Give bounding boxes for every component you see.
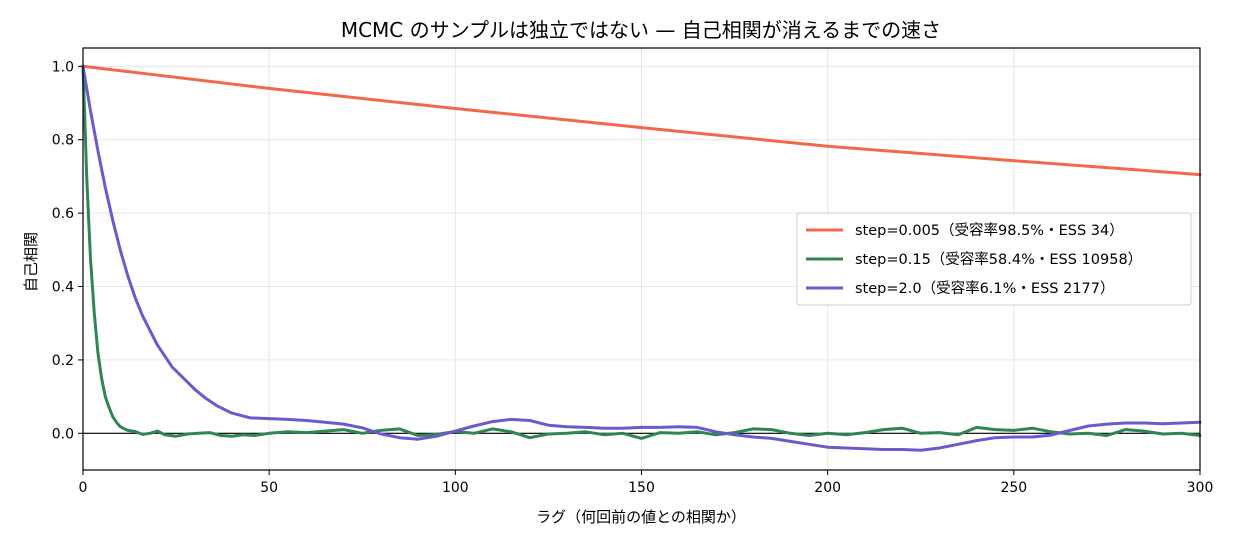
- x-tick-label-1: 50: [260, 480, 278, 496]
- series-line-1: [81, 64, 1202, 440]
- x-tick-label-2: 100: [442, 480, 469, 496]
- y-axis-label: 自己相関: [22, 232, 40, 292]
- series-lines: [81, 64, 1202, 452]
- y-tick-label-2: 0.4: [52, 280, 74, 296]
- legend-entry-0: step=0.005（受容率98.5%・ESS 34）: [855, 222, 1124, 239]
- x-axis-label: ラグ（何回前の値との相関か）: [536, 508, 746, 526]
- legend-entry-1: step=0.15（受容率58.4%・ESS 10958）: [855, 251, 1142, 268]
- x-tick-label-0: 0: [79, 480, 88, 496]
- axis-ticks: 0 50 100 150 200 250 300 0.0 0.2 0.4 0.6 0.8 1.0: [52, 59, 1214, 496]
- y-tick-label-5: 1.0: [52, 59, 74, 75]
- y-tick-label-3: 0.6: [52, 206, 74, 222]
- series-line-0: [81, 64, 1202, 177]
- y-tick-label-1: 0.2: [52, 353, 74, 369]
- legend: step=0.005（受容率98.5%・ESS 34） step=0.15（受容率…: [796, 212, 1192, 306]
- x-tick-label-6: 300: [1187, 480, 1214, 496]
- y-tick-label-0: 0.0: [52, 426, 74, 442]
- series-line-2: [81, 64, 1202, 452]
- chart-title: MCMC のサンプルは独立ではない — 自己相関が消えるまでの速さ: [341, 18, 941, 42]
- x-tick-label-3: 150: [628, 480, 655, 496]
- y-tick-label-4: 0.8: [52, 133, 74, 149]
- x-tick-label-5: 250: [1000, 480, 1027, 496]
- legend-entry-2: step=2.0（受容率6.1%・ESS 2177）: [855, 280, 1115, 297]
- x-tick-label-4: 200: [814, 480, 841, 496]
- legend-box: [796, 212, 1192, 306]
